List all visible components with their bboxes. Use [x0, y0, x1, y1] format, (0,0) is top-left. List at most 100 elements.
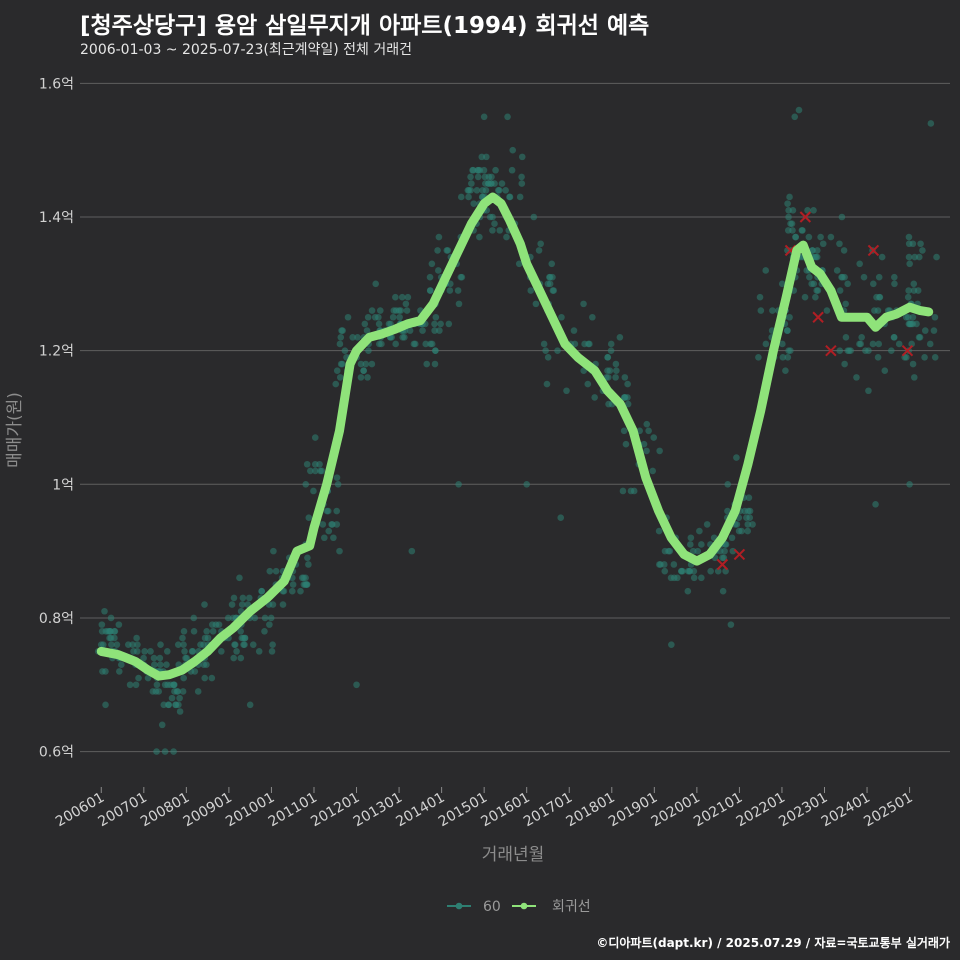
- data-point: [333, 507, 340, 515]
- data-point: [862, 347, 869, 354]
- y-tick-label: 0.6억: [39, 745, 74, 761]
- data-point: [847, 347, 855, 354]
- data-point: [179, 688, 187, 695]
- data-point: [389, 313, 397, 321]
- data-point: [467, 186, 474, 194]
- data-point: [111, 634, 118, 642]
- data-point: [266, 567, 274, 575]
- data-point: [365, 347, 372, 354]
- data-point: [787, 220, 794, 227]
- data-point: [209, 628, 217, 635]
- data-point: [268, 648, 276, 655]
- data-point: [180, 628, 188, 635]
- data-point: [360, 367, 367, 375]
- data-point: [328, 521, 335, 528]
- data-point: [620, 427, 628, 435]
- y-axis-title: 매매가(원): [5, 392, 25, 468]
- data-point: [931, 354, 939, 361]
- data-point: [101, 607, 108, 615]
- data-point: [604, 367, 611, 375]
- data-point: [542, 347, 549, 354]
- data-point: [842, 300, 849, 308]
- data-point: [891, 273, 898, 281]
- data-point: [310, 487, 317, 495]
- data-point: [457, 193, 465, 201]
- data-point: [300, 574, 307, 582]
- data-point: [506, 193, 514, 201]
- data-point: [905, 240, 913, 248]
- data-point: [190, 628, 198, 635]
- data-point: [108, 641, 115, 648]
- data-point: [784, 200, 791, 207]
- data-point: [589, 313, 596, 321]
- data-point: [607, 347, 615, 354]
- data-point: [357, 360, 365, 368]
- data-point: [518, 180, 526, 187]
- data-point: [910, 374, 918, 381]
- data-point: [437, 320, 444, 328]
- data-point: [218, 648, 225, 655]
- data-point: [170, 748, 177, 755]
- data-point: [158, 721, 166, 729]
- data-point: [904, 293, 912, 301]
- data-point: [237, 628, 244, 635]
- data-point: [869, 340, 877, 348]
- data-point: [116, 668, 123, 675]
- data-point: [801, 293, 809, 301]
- data-point: [336, 374, 344, 381]
- data-point: [482, 186, 490, 194]
- data-point: [690, 567, 698, 575]
- data-point: [624, 400, 632, 408]
- outlier-marker: [812, 311, 824, 323]
- data-point: [580, 367, 587, 375]
- data-point: [338, 327, 345, 334]
- data-point: [255, 648, 263, 655]
- data-point: [426, 273, 434, 281]
- data-point: [649, 467, 657, 475]
- data-point: [279, 601, 287, 608]
- data-point: [624, 380, 631, 388]
- data-point: [544, 354, 552, 361]
- data-point: [266, 621, 273, 628]
- data-point: [334, 480, 342, 488]
- data-point: [744, 527, 751, 535]
- data-point: [179, 634, 186, 642]
- data-point: [694, 547, 701, 555]
- data-point: [799, 227, 806, 234]
- data-point: [591, 394, 598, 401]
- data-point: [656, 447, 663, 455]
- data-point: [376, 340, 383, 348]
- data-point: [344, 313, 352, 321]
- scatter-points: [94, 106, 940, 755]
- data-point: [156, 654, 164, 662]
- data-point: [744, 521, 752, 528]
- data-point: [427, 340, 434, 348]
- data-point: [319, 521, 327, 528]
- data-point: [891, 280, 898, 288]
- legend-swatch-line-dot: [520, 902, 528, 910]
- x-axis-title: 거래년월: [482, 845, 545, 865]
- data-point: [161, 681, 169, 689]
- data-point: [454, 287, 462, 294]
- data-point: [786, 313, 793, 321]
- data-point: [434, 247, 441, 254]
- data-point: [163, 648, 171, 655]
- data-point: [909, 313, 917, 321]
- data-point: [167, 681, 174, 689]
- data-point: [333, 367, 341, 375]
- data-point: [480, 166, 488, 174]
- data-point: [719, 587, 727, 595]
- data-point: [201, 674, 209, 682]
- data-point: [147, 648, 154, 655]
- data-point: [728, 534, 736, 542]
- data-point: [107, 628, 114, 635]
- data-point: [656, 561, 663, 568]
- data-point: [190, 614, 198, 622]
- data-point: [306, 467, 314, 475]
- data-point: [613, 367, 620, 375]
- data-point: [905, 233, 913, 241]
- data-point: [741, 507, 749, 515]
- data-point: [814, 247, 821, 254]
- data-point: [153, 748, 160, 755]
- data-point: [789, 227, 796, 234]
